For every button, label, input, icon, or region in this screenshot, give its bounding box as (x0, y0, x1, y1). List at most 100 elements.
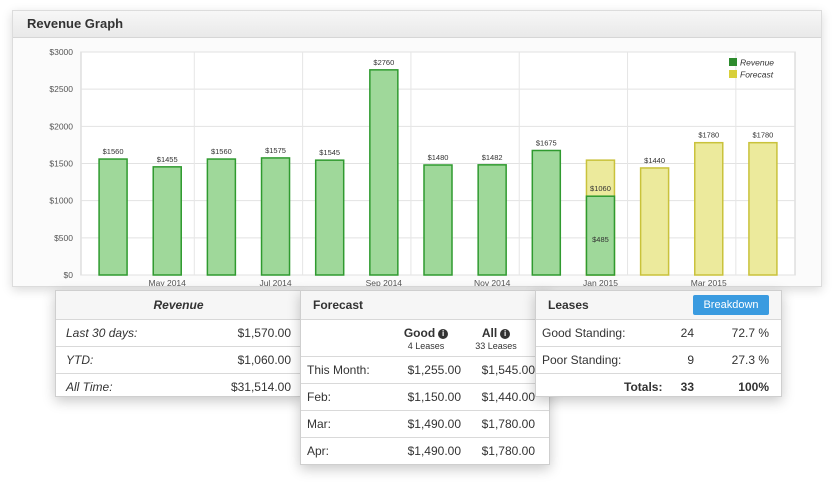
table-row: Feb: $1,150.00 $1,440.00 (301, 384, 549, 411)
bar-data-label: $1575 (265, 146, 286, 155)
revenue-graph-panel: Revenue Graph $3000 $2500 $2000 $1500 $1000 $… (12, 10, 822, 287)
totals-count: 33 (680, 380, 694, 394)
forecast-column-headers: Good i 4 Leases All i 33 Leases (301, 320, 549, 357)
revenue-bar (585, 195, 616, 276)
revenue-bar (260, 157, 291, 276)
all-value: $1,440.00 (481, 390, 535, 404)
leases-card: Leases Breakdown Good Standing: 24 72.7 … (535, 290, 782, 397)
legend-swatch (729, 70, 737, 78)
bar-data-label: $2760 (373, 58, 394, 67)
y-tick-label: $3000 (49, 47, 73, 57)
forecast-bar (748, 141, 778, 276)
bar-data-label: $1545 (319, 148, 340, 157)
totals-percent: 100% (738, 380, 769, 394)
good-value: $1,490.00 (407, 417, 461, 431)
all-column-title: All (481, 326, 498, 340)
bar-data-label: $1780 (698, 131, 719, 140)
bar-data-label: $1560 (103, 147, 124, 156)
row-label: Feb: (307, 390, 332, 404)
good-column-title: Good (403, 326, 436, 340)
x-tick-label: Jul 2014 (259, 278, 291, 286)
y-tick-label: $1000 (49, 196, 73, 206)
row-label: Good Standing: (542, 326, 626, 340)
legend-swatch (729, 58, 737, 66)
bar-data-label: $1455 (157, 155, 178, 164)
bar-data-label: $1480 (428, 153, 449, 162)
revenue-bar (206, 158, 237, 276)
legend-label: Forecast (740, 70, 774, 80)
legend-label: Revenue (740, 58, 774, 68)
row-value: $1,060.00 (237, 353, 291, 367)
table-row: This Month: $1,255.00 $1,545.00 (301, 357, 549, 384)
all-value: $1,780.00 (481, 417, 535, 431)
row-label: This Month: (307, 363, 370, 377)
y-tick-label: $0 (64, 270, 74, 280)
y-tick-label: $2000 (49, 121, 73, 131)
revenue-bar (531, 149, 562, 276)
leases-card-title: Leases (548, 298, 589, 312)
totals-label: Totals: (624, 380, 663, 394)
lease-count: 9 (687, 353, 694, 367)
table-row: Good Standing: 24 72.7 % (536, 320, 781, 347)
info-icon[interactable]: i (500, 329, 511, 339)
revenue-card-title: Revenue (56, 291, 301, 320)
revenue-bar (369, 69, 399, 276)
revenue-bar (477, 164, 507, 276)
panel-title: Revenue Graph (13, 11, 821, 38)
leases-card-header: Leases Breakdown (536, 291, 781, 320)
good-column-header: Good i 4 Leases (391, 320, 461, 351)
good-value: $1,255.00 (407, 363, 461, 377)
info-icon[interactable]: i (438, 329, 449, 339)
revenue-bar (152, 166, 182, 276)
y-tick-label: $2500 (49, 84, 73, 94)
all-column-sub: 33 Leases (475, 341, 517, 351)
row-label: Last 30 days: (66, 326, 138, 340)
row-value: $1,570.00 (237, 326, 291, 340)
table-row: Apr: $1,490.00 $1,780.00 (301, 438, 549, 464)
x-tick-label: Mar 2015 (691, 278, 727, 286)
table-row: Poor Standing: 9 27.3 % (536, 347, 781, 374)
bar-data-label: $1780 (752, 131, 773, 140)
forecast-bar (694, 141, 724, 276)
row-label: YTD: (66, 353, 94, 367)
x-tick-label: May 2014 (149, 278, 187, 286)
bar-data-label: $1560 (211, 147, 232, 156)
lease-count: 24 (680, 326, 694, 340)
table-row: YTD: $1,060.00 (56, 347, 301, 374)
lease-percent: 72.7 % (731, 326, 769, 340)
bar-data-label: $485 (592, 235, 609, 244)
row-label: All Time: (66, 380, 113, 394)
all-value: $1,780.00 (481, 444, 535, 458)
bar-data-label: $1482 (482, 153, 503, 162)
x-tick-label: Jan 2015 (583, 278, 618, 286)
bar-data-label: $1060 (590, 184, 611, 193)
row-label: Mar: (307, 417, 331, 431)
forecast-card-title: Forecast (301, 291, 549, 320)
bar-data-label: $1675 (536, 138, 557, 147)
table-row: All Time: $31,514.00 (56, 374, 301, 400)
table-row: Mar: $1,490.00 $1,780.00 (301, 411, 549, 438)
y-tick-label: $1500 (49, 159, 73, 169)
revenue-bar (423, 164, 453, 276)
all-value: $1,545.00 (481, 363, 535, 377)
bar-data-label: $1440 (644, 156, 665, 165)
x-tick-label: Sep 2014 (366, 278, 403, 286)
revenue-summary-card: Revenue Last 30 days: $1,570.00 YTD: $1,… (55, 290, 302, 397)
row-label: Poor Standing: (542, 353, 622, 367)
revenue-bar (98, 158, 128, 276)
totals-row: Totals: 33 100% (536, 374, 781, 400)
all-column-header: All i 33 Leases (461, 320, 531, 351)
good-value: $1,490.00 (407, 444, 461, 458)
forecast-card: Forecast Good i 4 Leases All i 33 Leases T… (300, 290, 550, 465)
forecast-bar (639, 167, 670, 276)
revenue-chart: $3000 $2500 $2000 $1500 $1000 $500 $0 $1560 $145… (49, 47, 796, 286)
x-tick-label: Nov 2014 (474, 278, 511, 286)
lease-percent: 27.3 % (731, 353, 769, 367)
revenue-bar (314, 159, 345, 276)
table-row: Last 30 days: $1,570.00 (56, 320, 301, 347)
y-tick-label: $500 (54, 233, 73, 243)
row-label: Apr: (307, 444, 330, 458)
row-value: $31,514.00 (230, 380, 291, 394)
good-value: $1,150.00 (407, 390, 461, 404)
breakdown-button[interactable]: Breakdown (693, 295, 769, 315)
